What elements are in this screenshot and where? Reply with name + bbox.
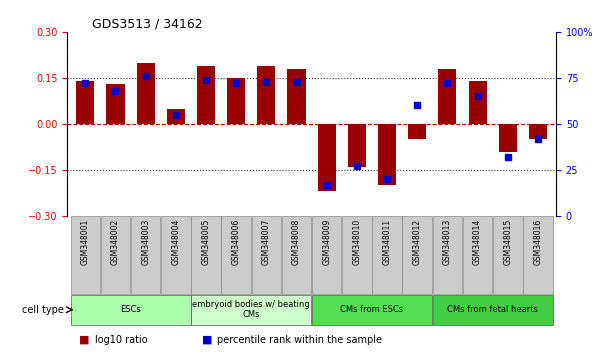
Bar	[312, 216, 342, 294]
Text: GSM348006: GSM348006	[232, 219, 241, 266]
Bar	[523, 216, 553, 294]
Bar	[101, 216, 130, 294]
Text: GDS3513 / 34162: GDS3513 / 34162	[92, 18, 202, 31]
Text: embryoid bodies w/ beating
CMs: embryoid bodies w/ beating CMs	[192, 300, 310, 319]
Text: GSM348011: GSM348011	[382, 219, 392, 265]
Bar	[70, 216, 100, 294]
Text: GSM348003: GSM348003	[141, 219, 150, 266]
Bar	[191, 295, 312, 325]
Text: CMs from ESCs: CMs from ESCs	[340, 305, 403, 314]
Bar	[106, 84, 125, 124]
Bar	[161, 216, 191, 294]
Bar	[227, 78, 245, 124]
Text: GSM348016: GSM348016	[533, 219, 543, 265]
Text: ■: ■	[202, 335, 212, 345]
Bar	[137, 63, 155, 124]
Bar	[408, 124, 426, 139]
Bar	[318, 124, 336, 192]
Text: GSM348013: GSM348013	[443, 219, 452, 265]
Text: GSM348015: GSM348015	[503, 219, 512, 265]
Text: GSM348010: GSM348010	[353, 219, 361, 265]
Bar	[403, 216, 432, 294]
Text: CMs from fetal hearts: CMs from fetal hearts	[447, 305, 538, 314]
Bar	[221, 216, 251, 294]
Text: GSM348001: GSM348001	[81, 219, 90, 265]
Bar	[76, 81, 94, 124]
Bar	[131, 216, 161, 294]
Bar	[433, 216, 462, 294]
Bar	[287, 69, 306, 124]
Bar	[282, 216, 312, 294]
Bar	[529, 124, 547, 139]
Bar	[499, 124, 517, 152]
Text: GSM348004: GSM348004	[171, 219, 180, 266]
Bar	[257, 65, 276, 124]
Text: GSM348002: GSM348002	[111, 219, 120, 265]
Text: ESCs: ESCs	[120, 305, 141, 314]
Text: cell type: cell type	[22, 305, 64, 315]
Bar	[378, 124, 396, 185]
Text: ■: ■	[79, 335, 90, 345]
Bar	[191, 216, 221, 294]
Bar	[348, 124, 366, 167]
Bar	[433, 295, 553, 325]
Bar	[252, 216, 281, 294]
Bar	[342, 216, 371, 294]
Bar	[312, 295, 432, 325]
Text: GSM348007: GSM348007	[262, 219, 271, 266]
Bar	[493, 216, 522, 294]
Text: log10 ratio: log10 ratio	[95, 335, 147, 345]
Bar	[463, 216, 492, 294]
Bar	[438, 69, 456, 124]
Bar	[197, 65, 215, 124]
Text: GSM348008: GSM348008	[292, 219, 301, 265]
Text: GSM348014: GSM348014	[473, 219, 482, 265]
Text: GSM348012: GSM348012	[412, 219, 422, 265]
Bar	[167, 109, 185, 124]
Text: GSM348005: GSM348005	[202, 219, 211, 266]
Text: GSM348009: GSM348009	[322, 219, 331, 266]
Text: percentile rank within the sample: percentile rank within the sample	[217, 335, 382, 345]
Bar	[372, 216, 402, 294]
Bar	[469, 81, 486, 124]
Bar	[70, 295, 191, 325]
